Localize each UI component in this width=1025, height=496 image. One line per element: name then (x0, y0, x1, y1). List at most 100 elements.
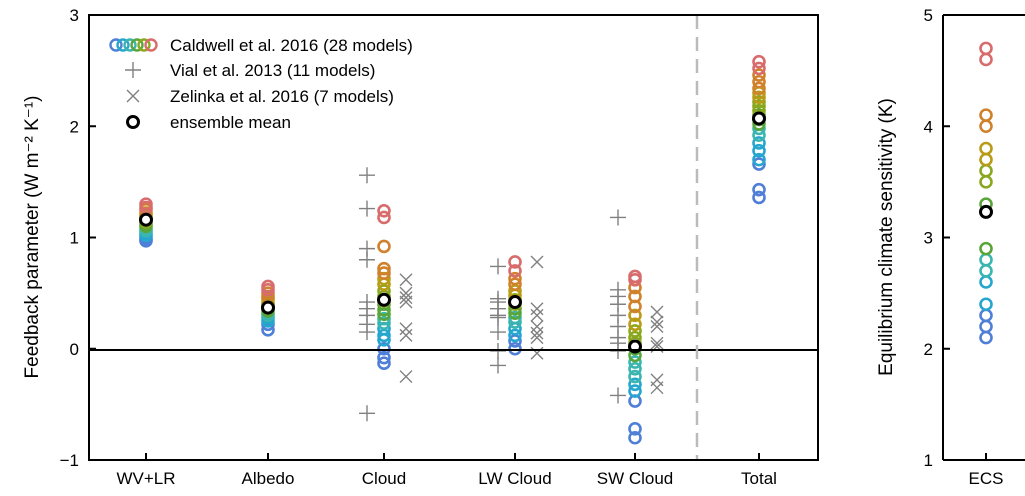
zelinka-point (530, 255, 544, 269)
ecs-caldwell-point (979, 108, 993, 122)
vial-point (490, 290, 506, 307)
caldwell-point (628, 317, 642, 332)
legend-label-caldwell-et-al-2016-28-models: Caldwell et al. 2016 (28 models) (170, 36, 413, 55)
ecs-caldwell-point (979, 319, 993, 334)
ecs-caldwell-point (979, 308, 993, 323)
zelinka-point (399, 273, 413, 287)
caldwell-point (752, 136, 766, 150)
caldwell-point (508, 264, 522, 278)
caldwell-point (628, 355, 642, 369)
vial-point (359, 167, 375, 184)
ecs-caldwell-point (979, 41, 993, 56)
zelinka-point (650, 373, 664, 387)
zelinka-point (650, 336, 664, 350)
y-tick-label: 3 (70, 6, 79, 25)
zelinka-point (650, 305, 664, 319)
x-tick-label-sw-cloud: SW Cloud (597, 469, 674, 488)
caldwell-point (508, 271, 522, 286)
y-tick-label: 0 (70, 340, 79, 359)
legend-caldwell-marker (137, 38, 151, 52)
vial-point (359, 294, 375, 311)
caldwell-point (752, 94, 766, 109)
ecs-y-tick-label: 3 (924, 229, 933, 248)
caldwell-point (377, 341, 391, 356)
zelinka-point (650, 315, 664, 329)
caldwell-point (508, 277, 522, 292)
caldwell-point (628, 369, 642, 384)
ecs-y-tick-label: 5 (924, 6, 933, 25)
ensemble-mean-point (261, 300, 275, 315)
caldwell-point (377, 266, 391, 280)
caldwell-point (628, 377, 642, 392)
caldwell-point (752, 157, 766, 171)
ecs-caldwell-point (979, 152, 993, 167)
zelinka-point (399, 291, 413, 305)
ensemble-mean-point (752, 111, 766, 126)
caldwell-point (508, 328, 522, 343)
ecs-x-axis: ECS (969, 453, 1004, 488)
y-tick-label: 2 (70, 117, 79, 136)
ecs-caldwell-point (979, 163, 993, 178)
zelinka-point (530, 302, 544, 316)
caldwell-point (628, 384, 642, 398)
ecs-ensemble-mean-point (979, 204, 993, 219)
caldwell-point (628, 308, 642, 323)
caldwell-point (628, 430, 642, 445)
caldwell-point (508, 341, 522, 356)
legend-zelinka-marker (126, 89, 140, 103)
legend: Caldwell et al. 2016 (28 models) Vial et … (109, 36, 413, 132)
vial-point (359, 200, 375, 217)
zelinka-point (530, 326, 544, 340)
caldwell-point (628, 289, 642, 304)
caldwell-point (752, 74, 766, 89)
x-tick-label-ecs: ECS (969, 469, 1004, 488)
y-tick-label: 1 (70, 229, 79, 248)
vial-point (490, 357, 506, 374)
legend-label-ensemble-mean: ensemble mean (170, 113, 291, 132)
caldwell-point (139, 197, 153, 211)
ensemble-mean-point (139, 212, 153, 227)
caldwell-point (752, 61, 766, 76)
caldwell-point (377, 316, 391, 330)
caldwell-point (752, 54, 766, 69)
vial-point (490, 258, 506, 275)
caldwell-point (377, 350, 391, 365)
feedback-y-axis: −1 0 1 2 3 (60, 6, 96, 470)
vial-point (610, 281, 626, 298)
caldwell-point (508, 315, 522, 329)
ecs-caldwell-point (979, 119, 993, 134)
zelinka-point (399, 328, 413, 342)
feedback-marks (139, 54, 766, 445)
ecs-caldwell-point (979, 330, 993, 345)
caldwell-point (377, 356, 391, 371)
ensemble-mean-point (377, 292, 391, 307)
caldwell-point (752, 182, 766, 197)
ecs-caldwell-point (979, 297, 993, 312)
caldwell-point (752, 90, 766, 105)
ecs-y-axis-label: Equilibrium climate sensitivity (K) (876, 98, 897, 376)
caldwell-point (628, 361, 642, 376)
x-tick-label-albedo: Albedo (242, 469, 295, 488)
caldwell-point (752, 152, 766, 167)
feedback-plot-frame (88, 14, 819, 461)
zelinka-point (650, 320, 664, 333)
x-tick-label-cloud: Cloud (362, 469, 406, 488)
vial-point (490, 324, 506, 341)
ecs-caldwell-point (979, 241, 993, 256)
ensemble-mean-point (508, 295, 522, 310)
caldwell-point (377, 210, 391, 225)
y-tick-label: −1 (60, 451, 79, 470)
zelinka-point (530, 320, 544, 333)
zelinka-point (399, 322, 413, 336)
caldwell-point (377, 239, 391, 254)
legend-label-zelinka-et-al-2016-7-models: Zelinka et al. 2016 (7 models) (170, 87, 394, 106)
caldwell-point (377, 311, 391, 326)
legend-caldwell-marker (116, 38, 130, 52)
caldwell-point (752, 143, 766, 158)
ecs-caldwell-point (979, 264, 993, 278)
ecs-caldwell-point (979, 141, 993, 156)
caldwell-point (628, 422, 642, 436)
legend-caldwell-marker (109, 38, 123, 52)
x-tick-label-lw-cloud: LW Cloud (478, 469, 551, 488)
